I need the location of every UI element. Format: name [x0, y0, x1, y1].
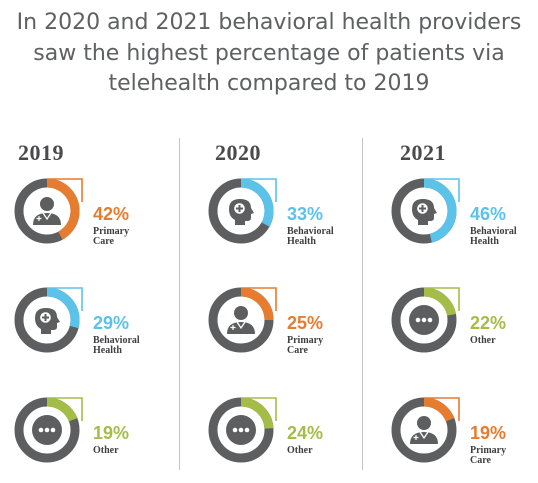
doctor-icon — [227, 306, 255, 334]
head-icon — [35, 308, 60, 334]
doctor-icon — [33, 197, 61, 225]
donut-slice — [208, 287, 274, 353]
donut-slice — [391, 178, 457, 244]
title-line-3: telehealth compared to 2019 — [108, 71, 430, 96]
category-label: Other — [287, 445, 313, 456]
donut-slice — [208, 397, 274, 463]
title-line-1: In 2020 and 2021 behavioral health provi… — [16, 10, 522, 35]
percent-label: 29% — [93, 313, 130, 333]
chart-title: In 2020 and 2021 behavioral health provi… — [0, 8, 538, 100]
head-icon — [412, 199, 437, 225]
donut-2021-primary-care — [391, 397, 457, 463]
percent-label: 19% — [93, 423, 130, 443]
donut-2020-primary-care — [208, 287, 274, 353]
donut-2019-primary-care — [14, 178, 80, 244]
ellipsis-icon — [226, 415, 256, 445]
leader-line — [241, 397, 277, 421]
donut-slice — [208, 178, 274, 244]
head-icon — [229, 199, 254, 225]
year-label-2020: 2020 — [215, 140, 261, 165]
category-label: Behavioral Health — [470, 226, 517, 247]
percent-label: 25% — [287, 313, 324, 333]
donut-slice — [391, 397, 457, 463]
leader-line — [241, 287, 277, 311]
leader-line — [47, 397, 83, 421]
donut-slice — [14, 397, 80, 463]
ellipsis-icon — [32, 415, 62, 445]
leader-line — [241, 178, 277, 202]
leader-line — [47, 287, 83, 311]
category-label: Behavioral Health — [287, 226, 334, 247]
percent-label: 33% — [287, 204, 324, 224]
category-label: Primary Care — [287, 335, 324, 356]
doctor-icon — [410, 416, 438, 444]
donut-2021-other — [391, 287, 457, 353]
leader-line — [424, 397, 460, 421]
percent-label: 46% — [470, 204, 507, 224]
donut-slice — [14, 287, 80, 353]
category-label: Primary Care — [470, 445, 507, 466]
column-divider-1 — [179, 138, 180, 470]
percent-label: 42% — [93, 204, 130, 224]
donut-2021-behavioral-health — [391, 178, 457, 244]
category-label: Other — [470, 335, 496, 346]
donut-2020-other — [208, 397, 274, 463]
donut-slice — [14, 178, 80, 244]
year-label-2021: 2021 — [400, 140, 446, 165]
donut-2019-behavioral-health — [14, 287, 80, 353]
category-label: Other — [93, 445, 119, 456]
donut-slice — [391, 287, 457, 353]
percent-label: 19% — [470, 423, 507, 443]
percent-label: 22% — [470, 313, 507, 333]
leader-line — [424, 287, 460, 311]
category-label: Behavioral Health — [93, 335, 140, 356]
donut-2020-behavioral-health — [208, 178, 274, 244]
leader-line — [47, 178, 83, 202]
category-label: Primary Care — [93, 226, 130, 247]
ellipsis-icon — [409, 305, 439, 335]
percent-label: 24% — [287, 423, 324, 443]
title-line-2: saw the highest percentage of patients v… — [33, 40, 505, 66]
donut-2019-other — [14, 397, 80, 463]
year-label-2019: 2019 — [18, 140, 64, 165]
column-divider-2 — [362, 138, 363, 470]
leader-line — [424, 178, 460, 202]
